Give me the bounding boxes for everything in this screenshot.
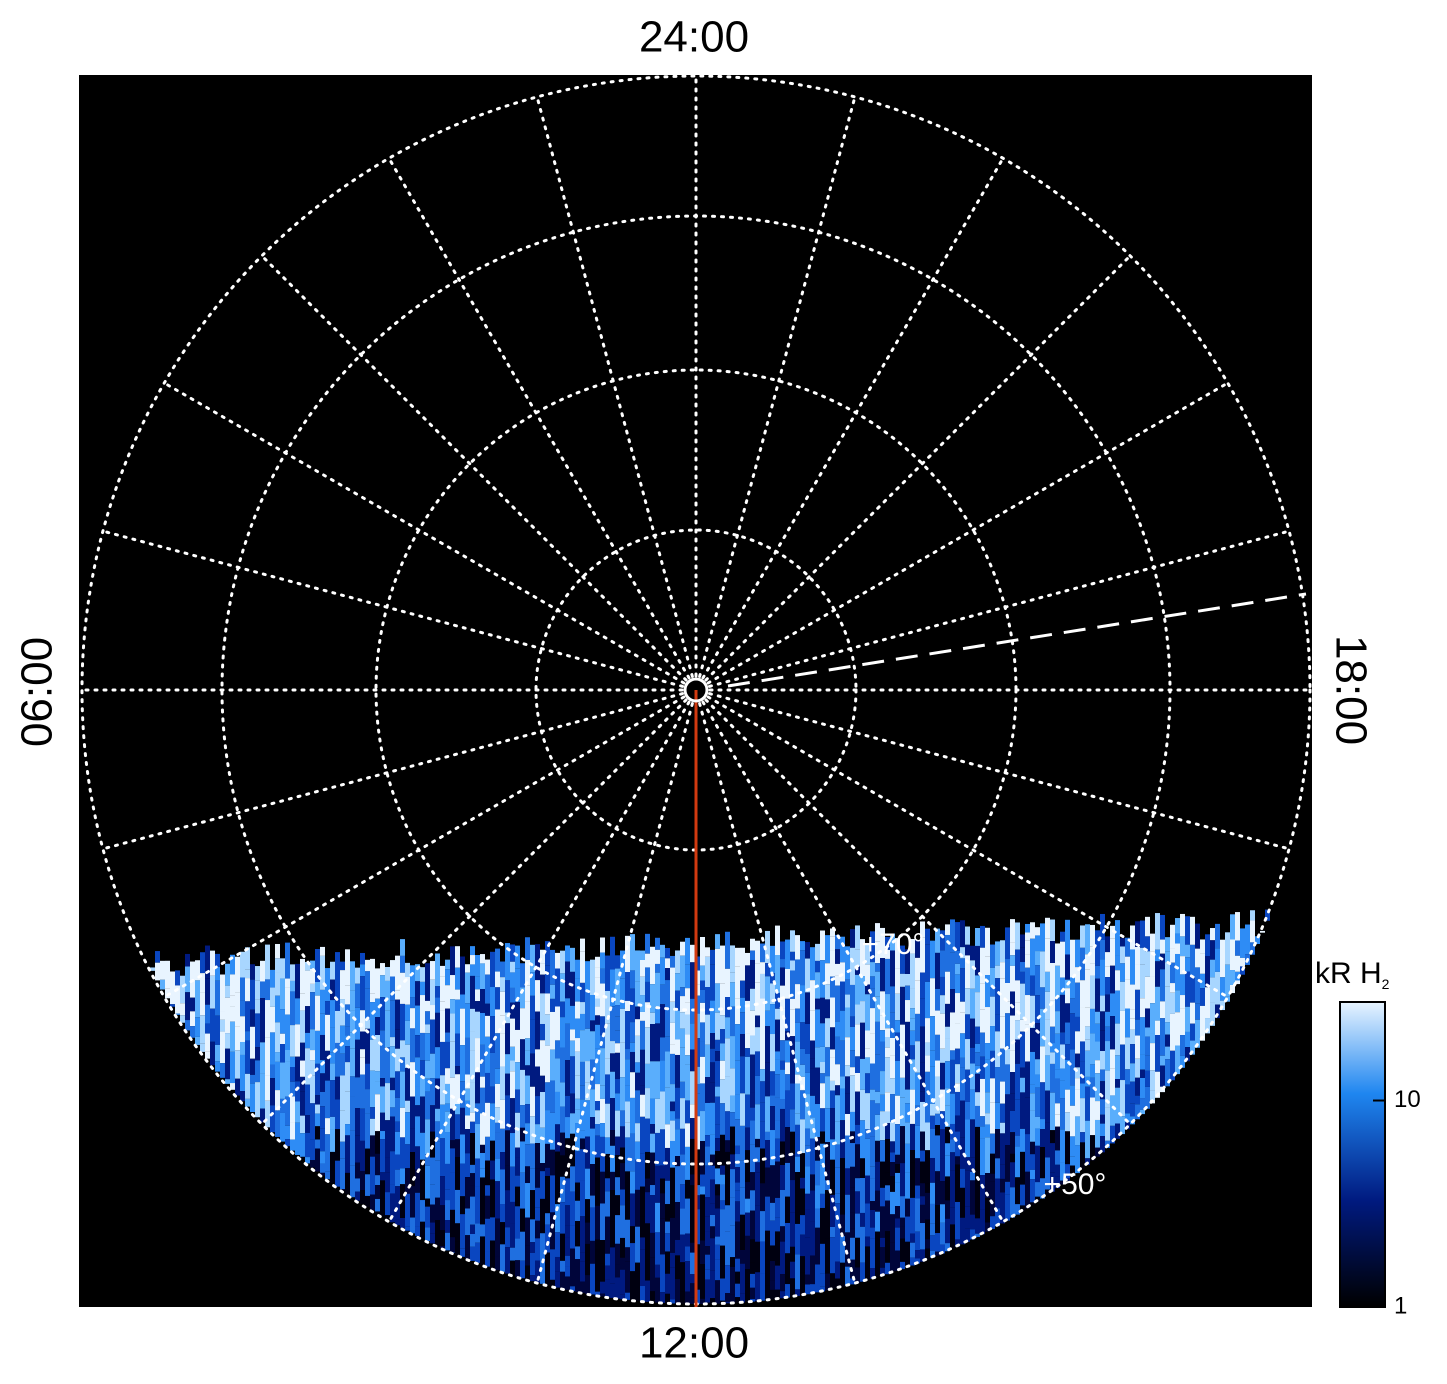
meridian bbox=[387, 156, 691, 680]
meridian bbox=[708, 692, 1291, 851]
meridian bbox=[701, 700, 1005, 1224]
meridian bbox=[101, 692, 684, 851]
meridian bbox=[698, 95, 857, 678]
latitude-label: +50° bbox=[1044, 1168, 1107, 1201]
meridian bbox=[260, 254, 688, 682]
meridian bbox=[706, 695, 1230, 999]
polar-grid bbox=[80, 75, 1312, 1306]
meridian bbox=[535, 95, 694, 678]
meridian bbox=[535, 702, 694, 1285]
colorbar-tick-label: 10 bbox=[1394, 1086, 1421, 1113]
meridian bbox=[387, 700, 691, 1224]
meridian bbox=[704, 698, 1132, 1126]
latitude-label: +70° bbox=[862, 928, 925, 961]
meridian bbox=[101, 529, 684, 688]
time-label: 18:00 bbox=[1326, 635, 1375, 745]
meridian bbox=[704, 254, 1132, 682]
colorbar-ticks: 1 10 bbox=[1373, 1086, 1421, 1319]
dashed-line bbox=[727, 592, 1307, 688]
meridian bbox=[706, 381, 1230, 685]
time-label: 12:00 bbox=[639, 1319, 749, 1368]
meridian bbox=[698, 702, 857, 1285]
colorbar bbox=[1339, 1001, 1386, 1308]
time-label: 24:00 bbox=[639, 13, 749, 62]
pole-marker bbox=[683, 677, 709, 703]
colorbar-tick-label: 1 bbox=[1394, 1292, 1407, 1319]
meridian bbox=[708, 529, 1291, 688]
meridian bbox=[701, 156, 1005, 680]
time-label: 06:00 bbox=[13, 637, 62, 747]
meridian bbox=[260, 698, 688, 1126]
meridian bbox=[162, 695, 686, 999]
colorbar-title: kR H2 bbox=[1315, 957, 1390, 992]
meridian bbox=[162, 381, 686, 685]
